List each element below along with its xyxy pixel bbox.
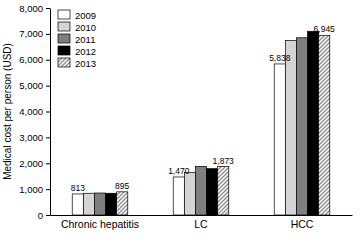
legend-swatch <box>58 22 70 31</box>
y-tick-label: 1,000 <box>19 184 43 195</box>
y-axis-title: Medical cost per person (USD) <box>2 43 13 180</box>
bar <box>106 193 117 215</box>
legend-label: 2010 <box>75 22 96 33</box>
bar <box>308 31 319 215</box>
x-tick-label: HCC <box>291 218 314 230</box>
y-tick: 3,000 <box>19 132 50 143</box>
y-tick: 6,000 <box>19 54 50 65</box>
legend-entry: 2013 <box>58 58 96 69</box>
x-tick: LC <box>194 215 208 230</box>
y-tick-mark <box>46 137 50 138</box>
y-tick-mark <box>46 163 50 164</box>
data-label: 6,945 <box>314 24 336 34</box>
legend-label: 2012 <box>75 46 96 57</box>
legend-label: 2009 <box>75 10 96 21</box>
y-tick-label: 6,000 <box>19 54 43 65</box>
bar <box>184 172 195 215</box>
y-tick-mark <box>46 8 50 9</box>
bar <box>218 167 229 215</box>
y-tick-label: 0 <box>38 210 43 221</box>
bar <box>173 177 184 215</box>
y-tick-mark <box>46 34 50 35</box>
data-labels: 813 1,470 5,838 895 1,873 6,945 <box>71 24 335 193</box>
legend-swatch <box>58 34 70 43</box>
y-tick-label: 5,000 <box>19 80 43 91</box>
y-tick: 4,000 <box>19 106 50 117</box>
legend-entry: 2009 <box>58 10 96 21</box>
legend-swatch <box>58 10 70 19</box>
y-tick-label: 3,000 <box>19 132 43 143</box>
bar <box>117 192 128 215</box>
legend-entry: 2010 <box>58 22 96 33</box>
bar <box>195 166 206 215</box>
data-label: 1,470 <box>168 166 190 176</box>
y-tick: 5,000 <box>19 80 50 91</box>
y-tick-mark <box>46 189 50 190</box>
y-tick-label: 2,000 <box>19 158 43 169</box>
y-axis: 0 1,000 2,000 3,000 4,000 5,000 6,000 7,000 8,00… <box>19 3 50 221</box>
x-tick: Chronic hepatitis <box>61 215 139 230</box>
legend: 20092010201120122013 <box>58 10 96 69</box>
x-tick: HCC <box>291 215 314 230</box>
y-tick-mark <box>46 86 50 87</box>
bar <box>94 193 105 215</box>
y-tick-label: 4,000 <box>19 106 43 117</box>
y-tick-label: 7,000 <box>19 28 43 39</box>
legend-label: 2013 <box>75 58 96 69</box>
bars <box>72 31 330 215</box>
x-tick-label: Chronic hepatitis <box>61 218 139 230</box>
bar <box>274 64 285 215</box>
legend-entry: 2012 <box>58 46 96 57</box>
bar <box>319 35 330 215</box>
bar <box>83 193 94 215</box>
y-tick-mark <box>46 112 50 113</box>
y-tick: 7,000 <box>19 28 50 39</box>
legend-swatch <box>58 58 70 67</box>
legend-label: 2011 <box>75 34 95 45</box>
data-label: 813 <box>71 183 85 193</box>
x-tick-label: LC <box>194 218 208 230</box>
y-tick: 1,000 <box>19 184 50 195</box>
x-axis: Chronic hepatitis LC HCC <box>51 215 353 230</box>
bar <box>207 169 218 215</box>
data-label: 5,838 <box>269 53 291 63</box>
y-tick: 2,000 <box>19 158 50 169</box>
y-axis-line <box>50 9 51 216</box>
legend-swatch <box>58 46 70 55</box>
data-label: 895 <box>115 181 129 191</box>
x-axis-line <box>51 215 353 216</box>
bar <box>72 194 83 215</box>
y-tick-mark <box>46 60 50 61</box>
y-tick-mark <box>46 215 50 216</box>
legend-entry: 2011 <box>58 34 95 45</box>
bar <box>296 38 307 215</box>
bar <box>285 40 296 215</box>
y-tick: 0 <box>38 210 50 221</box>
y-tick: 8,000 <box>19 3 50 14</box>
chart: 0 1,000 2,000 3,000 4,000 5,000 6,000 7,000 8,00… <box>0 0 360 245</box>
data-label: 1,873 <box>213 156 235 166</box>
y-tick-label: 8,000 <box>19 3 43 14</box>
